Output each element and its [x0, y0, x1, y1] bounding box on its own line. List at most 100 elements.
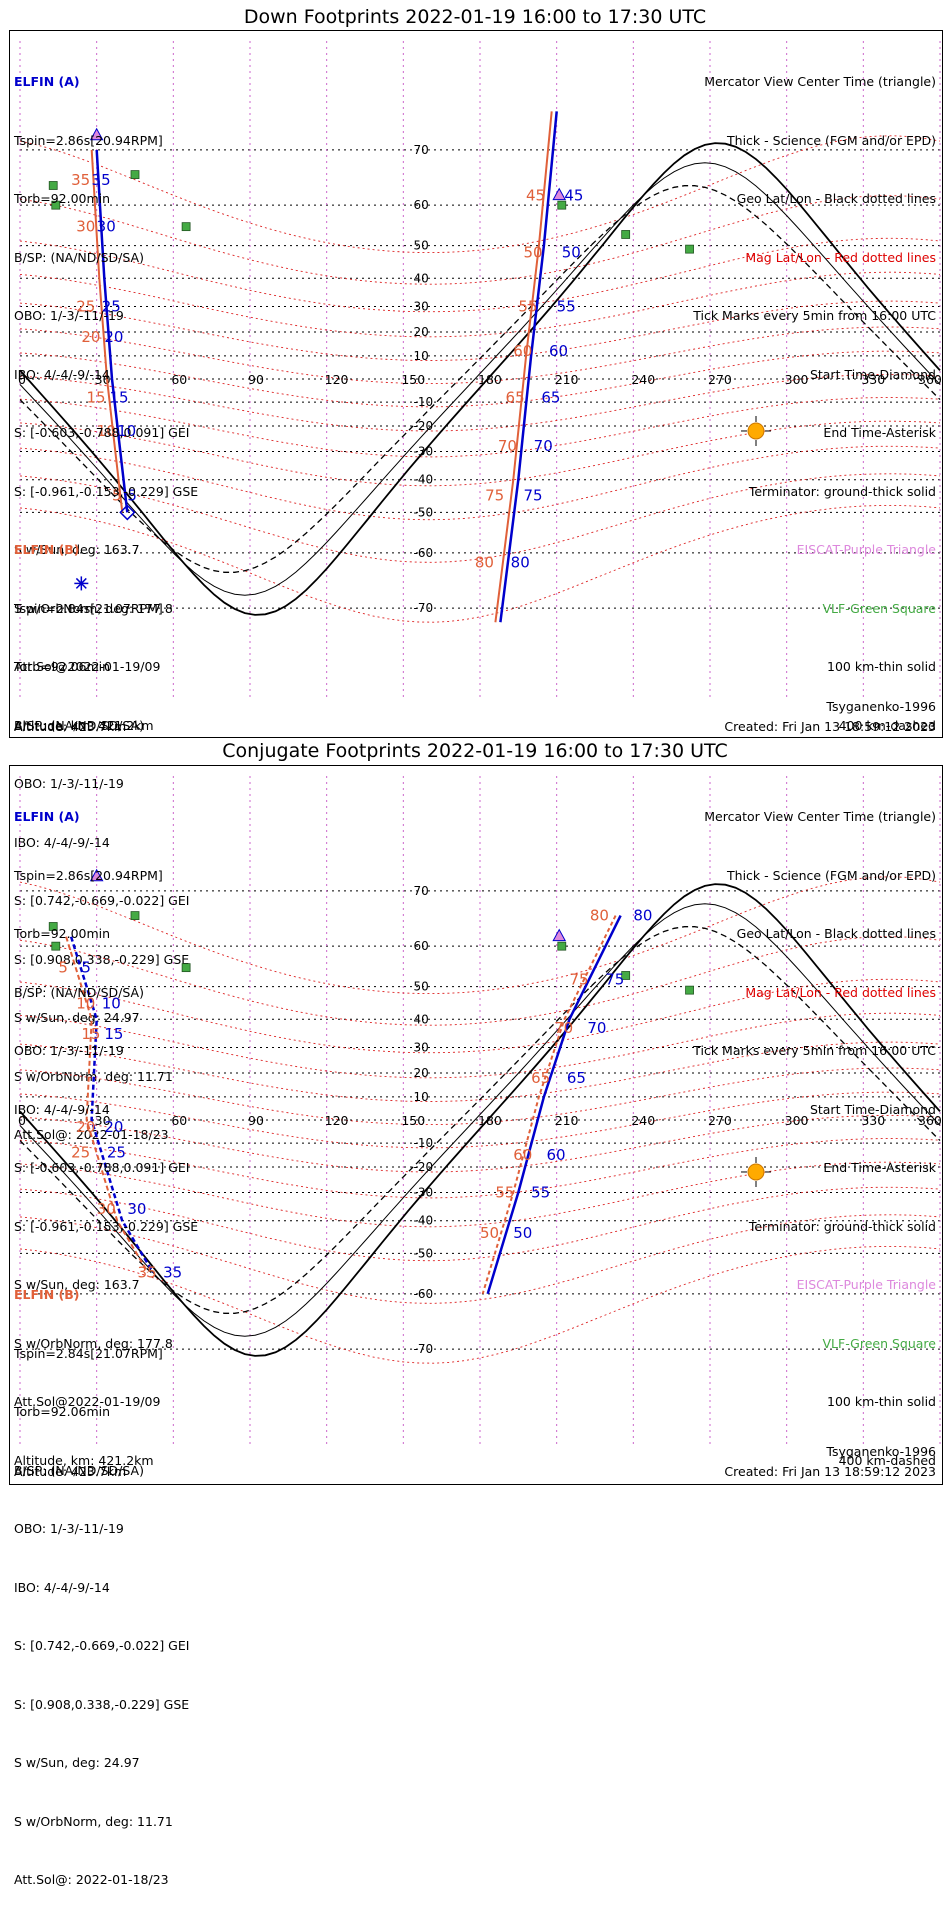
- elfin-b-tick-label: 20: [81, 328, 100, 346]
- mag-lat-line: [19, 1214, 941, 1304]
- terminator-100km-line: [19, 903, 941, 1337]
- legend-item: Terminator: ground-thick solid: [748, 1218, 936, 1234]
- conjugate-title: Conjugate Footprints 2022-01-19 16:00 to…: [222, 740, 728, 762]
- elfin-b-tick-label: 75: [569, 970, 588, 988]
- vlf-square-icon: [621, 230, 631, 239]
- info-line: S: [-0.961,-0.153,-0.229] GSE: [14, 483, 199, 499]
- elfin-b-tick-label: 5: [112, 486, 122, 504]
- vlf-square-icon: [685, 985, 694, 995]
- track-a-elfin-a-line: [95, 149, 129, 513]
- legend-item: End Time-Asterisk: [823, 425, 936, 440]
- info-line: S: [0.908,0.338,-0.229] GSE: [14, 1696, 190, 1712]
- mag-lat-line: [19, 1186, 941, 1262]
- info-line: Att.Sol@: 2022-01-18/23: [14, 1872, 169, 1887]
- info-line: Altitude, km: 421.2km: [14, 1452, 154, 1468]
- lon-tick-label: 60: [171, 372, 187, 387]
- legend-item: 400 km-dashed: [838, 717, 936, 733]
- mag-lat-line: [19, 1041, 941, 1102]
- lon-tick-label: 360: [918, 372, 942, 387]
- vlf-square-icon: [51, 941, 61, 951]
- elfin-a-tick-label: 80: [633, 907, 652, 925]
- lon-tick-label: 0: [18, 372, 26, 387]
- mag-lat-line: [19, 397, 941, 458]
- terminator-100km-line: [19, 162, 941, 596]
- elfin-a-tick-label: 55: [531, 1184, 550, 1202]
- info-line: B/SP: (NA/ND/SD/SA): [14, 1462, 144, 1478]
- end-time-asterisk-icon: [75, 577, 87, 589]
- elfin-a-tick-label: 35: [163, 1263, 182, 1281]
- lon-tick-label: 90: [248, 372, 264, 387]
- elfin-a-tick-label: 5: [127, 486, 137, 504]
- elfin-b-tick-label: 25: [76, 297, 95, 315]
- lat-tick-label: 10: [414, 1090, 429, 1104]
- lon-tick-label: 270: [708, 372, 732, 387]
- center-time-triangle-icon: [89, 127, 104, 141]
- altitude-line: Altitude: 423.7km: [14, 719, 127, 734]
- lon-tick-label: 270: [708, 1113, 732, 1128]
- info-line: S w/Sun, deg: 163.7: [14, 542, 140, 557]
- center-time-triangle-icon: [552, 928, 567, 942]
- lat-tick-label: -20: [414, 419, 434, 433]
- elfin-b-heading: ELFIN (B): [14, 542, 80, 557]
- info-line: IBO: 4/-4/-9/-14: [14, 1579, 110, 1595]
- legend-item: Thick - Science (FGM and/or EPD): [727, 867, 936, 883]
- lon-tick-label: 360: [918, 1113, 942, 1128]
- info-line: Altitude, km: 421.2km: [14, 717, 154, 733]
- lon-tick-label: 330: [861, 372, 885, 387]
- lat-tick-label: 50: [414, 239, 429, 253]
- lat-tick-label: 40: [414, 271, 429, 285]
- info-line: S: [0.742,-0.669,-0.022] GEI: [14, 893, 190, 908]
- legend-item: Mercator View Center Time (triangle): [704, 74, 936, 89]
- elfin-b-tick-label: 70: [554, 1019, 573, 1037]
- track2-elfin-a-line: [486, 915, 622, 1295]
- info-line: Att.Sol@2022-01-19/09: [14, 1394, 161, 1409]
- vlf-square-icon: [130, 911, 140, 920]
- elfin-a-tick-label: 60: [546, 1146, 565, 1164]
- elfin-a-tick-label: 30: [97, 218, 116, 236]
- lon-tick-label: 150: [401, 372, 425, 387]
- lat-tick-label: -10: [414, 395, 434, 409]
- info-line: S w/OrbNorm, deg: 177.8: [14, 600, 173, 616]
- elfin-a-tick-label: 25: [102, 297, 121, 315]
- legend-item: Start Time-Diamond: [809, 366, 936, 382]
- legend-item: Mag Lat/Lon - Red dotted lines: [745, 249, 936, 265]
- lon-tick-label: 60: [171, 1113, 187, 1128]
- elfin-b-tick-label: 35: [138, 1263, 157, 1281]
- lat-tick-label: -20: [414, 1160, 434, 1174]
- lat-tick-label: 10: [414, 349, 429, 363]
- elfin-a-tick-label: 5: [81, 959, 91, 977]
- elfin-b-info: ELFIN (B) Tspin=2.84s[21.07RPM] Torb=92.…: [14, 501, 189, 1184]
- lat-tick-label: -50: [414, 505, 434, 519]
- legend-item: End Time-Asterisk: [823, 1160, 936, 1175]
- elfin-a-tick-label: 65: [541, 388, 560, 406]
- elfin-b-tick-label: 60: [513, 342, 532, 360]
- elfin-b-tick-label: 80: [590, 907, 609, 925]
- info-line: Att.Sol@2022-01-19/09: [14, 659, 161, 674]
- sun-icon: [747, 1163, 765, 1181]
- info-line: Att.Sol@: 2022-01-18/23: [14, 1127, 169, 1142]
- lon-tick-label: 240: [631, 372, 655, 387]
- lon-tick-label: 330: [861, 1113, 885, 1128]
- model-label: Tsyganenko-1996: [826, 699, 936, 714]
- vlf-square-icon: [685, 244, 694, 254]
- lat-tick-label: -30: [414, 1186, 434, 1200]
- lat-tick-label: -10: [414, 1136, 434, 1150]
- legend-item: EISCAT-Purple Triangle: [796, 542, 936, 557]
- terminator-400km-line: [19, 926, 941, 1314]
- vlf-square-icon: [621, 971, 631, 980]
- info-line: B/SP: (NA/ND/SD/SA): [14, 717, 144, 733]
- elfin-b-tick-label: 35: [71, 171, 90, 189]
- elfin-b-tick-label: 30: [97, 1200, 116, 1218]
- lon-tick-label: 30: [95, 1113, 111, 1128]
- elfin-b-tick-label: 50: [480, 1224, 499, 1242]
- mag-lat-line: [19, 195, 941, 285]
- lat-tick-label: -40: [414, 1214, 434, 1228]
- elfin-b-tick-label: 55: [495, 1184, 514, 1202]
- vlf-square-icon: [181, 963, 191, 973]
- vlf-square-icon: [557, 200, 567, 210]
- lat-tick-label: -40: [414, 473, 434, 487]
- elfin-a-tick-label: 15: [104, 1025, 123, 1043]
- info-line: IBO: 4/-4/-9/-14: [14, 834, 110, 850]
- mag-lat-line: [19, 978, 941, 1054]
- elfin-b-tick-label: 25: [71, 1144, 90, 1162]
